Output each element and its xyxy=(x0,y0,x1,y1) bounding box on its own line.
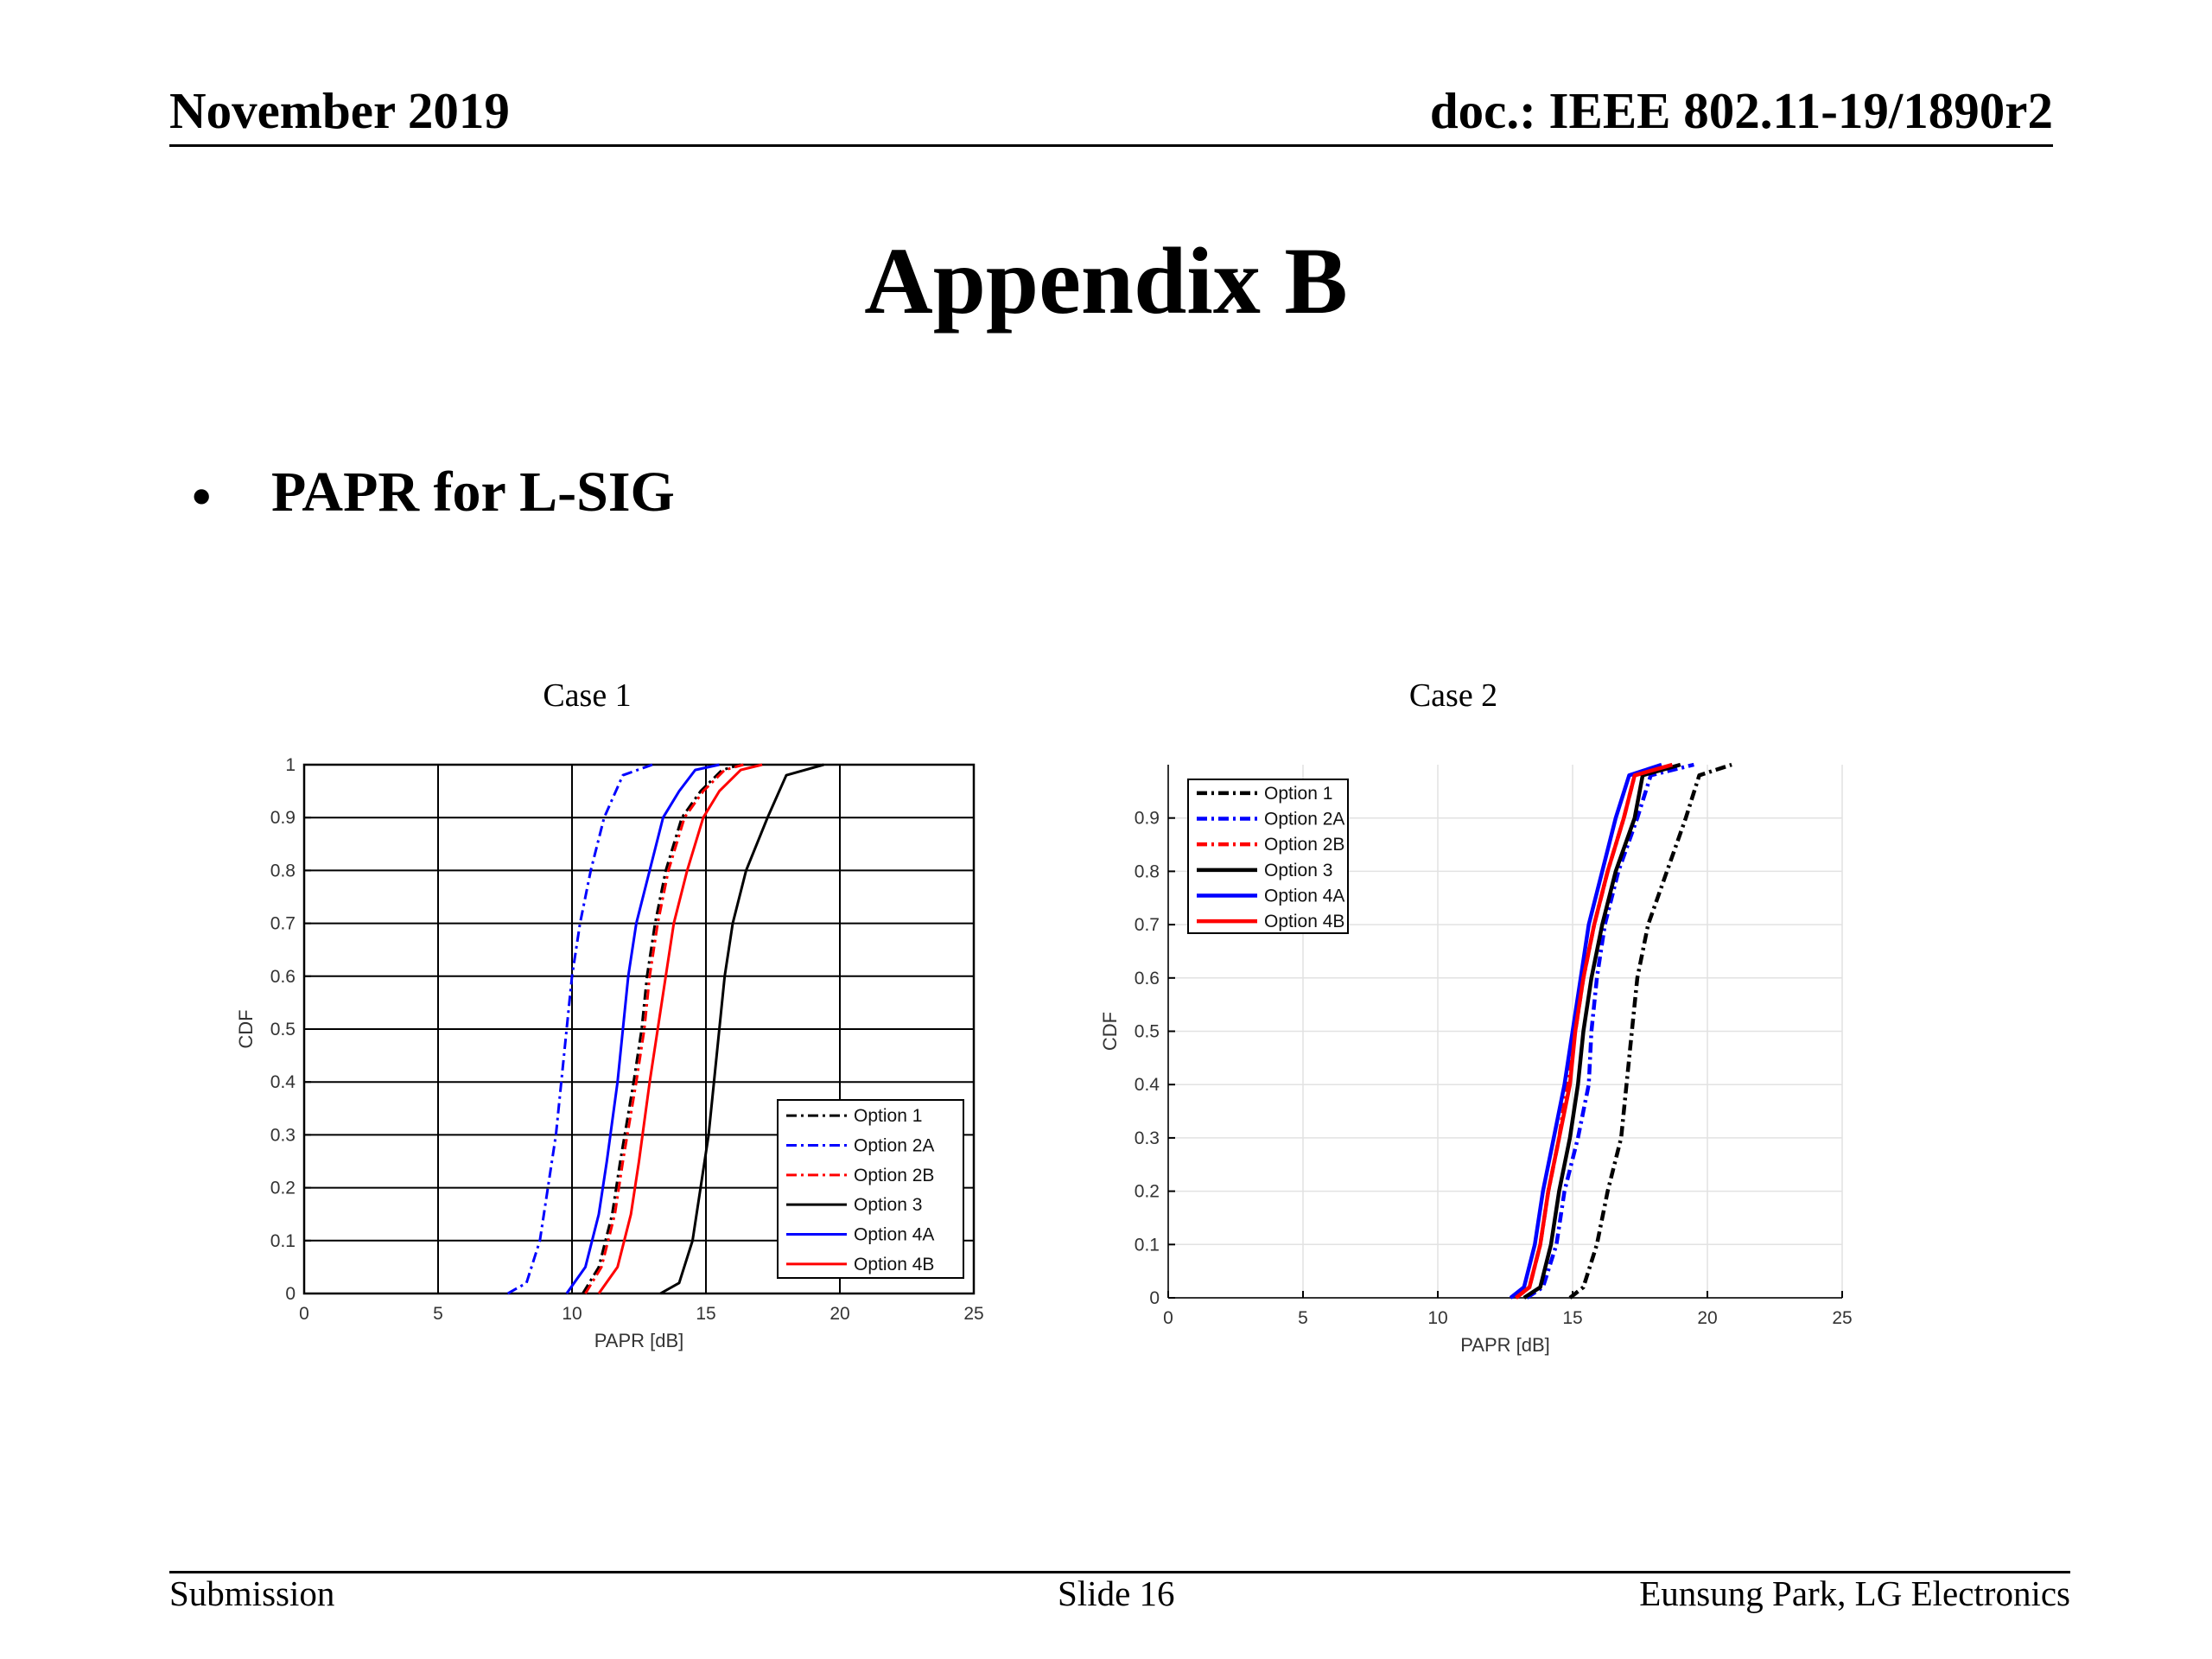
legend-label: Option 2A xyxy=(1264,810,1344,830)
legend-label: Option 1 xyxy=(1264,784,1332,804)
series-line-option-4a xyxy=(565,763,720,1294)
x-axis-label: PAPR [dB] xyxy=(594,1330,684,1351)
y-tick-label: 0.3 xyxy=(1135,1128,1160,1148)
y-tick-label: 0.7 xyxy=(270,914,296,934)
series-line-option-2b xyxy=(584,763,744,1294)
y-tick-label: 0.7 xyxy=(1135,915,1160,935)
legend-label: Option 4B xyxy=(1264,912,1344,931)
bullet-icon: • xyxy=(192,466,212,527)
y-tick-label: 0.5 xyxy=(270,1020,296,1039)
y-tick-label: 0.2 xyxy=(270,1179,296,1198)
legend-label: Option 4A xyxy=(1264,887,1344,906)
footer-divider xyxy=(169,1571,2070,1573)
y-axis-label: CDF xyxy=(1099,1012,1121,1051)
series-line-option-2a xyxy=(506,763,653,1295)
x-tick-label: 25 xyxy=(963,1304,983,1324)
x-tick-label: 0 xyxy=(299,1304,309,1324)
legend-label: Option 3 xyxy=(854,1195,922,1215)
header-doc-id: doc.: IEEE 802.11-19/1890r2 xyxy=(1429,82,2053,139)
legend-label: Option 2B xyxy=(854,1166,934,1185)
y-tick-label: 0.6 xyxy=(270,967,296,987)
chart-case-2: Case 2 0 5 10 15 20 25 0 0.1 0.2 0.3 0.4 0.5 0.6 0.7 0.… xyxy=(1099,677,1853,1356)
y-tick-label: 0.9 xyxy=(1135,809,1160,829)
y-tick-label: 0.8 xyxy=(1135,861,1160,881)
series-line-option-3 xyxy=(1522,762,1681,1300)
y-tick-label: 0.5 xyxy=(1135,1022,1160,1042)
footer-author: Eunsung Park, LG Electronics xyxy=(1639,1573,2070,1613)
y-tick-label: 0 xyxy=(1149,1288,1160,1308)
series-line-option-3 xyxy=(659,763,824,1295)
y-tick-label: 0.4 xyxy=(1135,1075,1160,1095)
legend-label: Option 3 xyxy=(1264,861,1332,880)
y-tick-label: 0.9 xyxy=(270,808,296,828)
y-tick-label: 0.3 xyxy=(270,1125,296,1145)
series-line-option-2a xyxy=(1525,762,1694,1300)
x-tick-label: 0 xyxy=(1163,1308,1173,1328)
series-line-option-4a xyxy=(1509,762,1662,1300)
legend-label: Option 2B xyxy=(1264,835,1344,855)
legend-label: Option 1 xyxy=(854,1106,922,1126)
header-divider xyxy=(169,144,2053,147)
x-tick-label: 5 xyxy=(433,1304,443,1324)
footer-slide-number: Slide 16 xyxy=(1058,1573,1175,1613)
chart-title: Case 1 xyxy=(543,677,631,714)
slide-title: Appendix B xyxy=(864,228,1348,334)
x-tick-label: 10 xyxy=(1427,1308,1447,1328)
x-axis-label: PAPR [dB] xyxy=(1460,1334,1550,1356)
y-tick-label: 0 xyxy=(285,1284,296,1304)
legend-label: Option 4B xyxy=(854,1255,934,1274)
x-tick-label: 20 xyxy=(830,1304,849,1324)
y-tick-label: 0.1 xyxy=(1135,1235,1160,1255)
legend-box xyxy=(1187,779,1349,934)
y-tick-label: 0.4 xyxy=(270,1072,296,1092)
bullet-text: PAPR for L-SIG xyxy=(271,461,675,524)
legend-label: Option 4A xyxy=(854,1225,934,1245)
y-tick-label: 1 xyxy=(285,755,296,775)
series-line-option-1 xyxy=(1568,762,1732,1300)
x-tick-label: 10 xyxy=(562,1304,582,1324)
y-tick-label: 0.8 xyxy=(270,861,296,880)
x-tick-label: 15 xyxy=(1562,1308,1582,1328)
legend-box xyxy=(777,1099,964,1279)
y-tick-label: 0.1 xyxy=(270,1231,296,1251)
y-axis-label: CDF xyxy=(235,1009,257,1048)
header-date: November 2019 xyxy=(169,82,510,139)
series-line-option-4b xyxy=(1515,762,1674,1300)
y-tick-label: 0.6 xyxy=(1135,969,1160,988)
y-tick-label: 0.2 xyxy=(1135,1182,1160,1202)
footer-submission: Submission xyxy=(169,1573,335,1613)
chart-title: Case 2 xyxy=(1409,677,1497,714)
x-tick-label: 15 xyxy=(696,1304,715,1324)
series-line-option-4b xyxy=(597,763,763,1294)
x-tick-label: 20 xyxy=(1697,1308,1717,1328)
legend-label: Option 2A xyxy=(854,1136,934,1156)
x-tick-label: 25 xyxy=(1832,1308,1852,1328)
chart-case-1: Case 1 0 5 10 15 20 25 0 0.1 0.2 0.3 0.4 0.5 0.6 0.7 0.… xyxy=(235,677,984,1351)
x-tick-label: 5 xyxy=(1298,1308,1308,1328)
series-line-option-1 xyxy=(582,763,741,1294)
